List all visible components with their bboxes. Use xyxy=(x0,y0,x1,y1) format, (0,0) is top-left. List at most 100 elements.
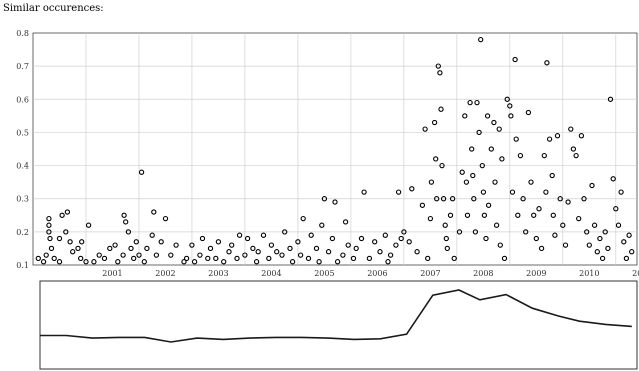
scatter-point xyxy=(504,96,510,102)
scatter-point xyxy=(377,249,383,255)
scatter-point xyxy=(308,232,314,238)
scatter-point xyxy=(64,209,71,215)
scatter-point xyxy=(350,255,357,262)
scatter-point xyxy=(578,133,585,139)
scatter-point xyxy=(133,239,139,245)
scatter-point xyxy=(199,235,206,242)
scatter-point xyxy=(618,189,624,195)
scatter-point xyxy=(189,242,195,248)
scatter-point xyxy=(361,189,367,195)
overview-line-chart xyxy=(39,280,638,370)
scatter-point xyxy=(131,255,137,262)
scatter-plot-area xyxy=(32,32,638,266)
scatter-point xyxy=(409,186,415,192)
y-tick-label: 0.7 xyxy=(16,62,29,71)
scatter-point xyxy=(463,179,470,185)
scatter-point xyxy=(447,212,454,218)
scatter-point xyxy=(340,252,346,258)
scatter-point xyxy=(366,255,373,262)
scatter-point xyxy=(615,222,622,228)
y-tick-label: 0.8 xyxy=(16,29,29,38)
scatter-point xyxy=(459,169,465,175)
y-tick-label: 0.5 xyxy=(16,128,29,137)
scatter-point xyxy=(173,242,179,248)
scatter-point xyxy=(560,222,566,228)
scatter-point xyxy=(289,259,296,265)
x-tick-label: 2006 xyxy=(367,269,387,278)
scatter-point xyxy=(472,229,479,235)
scatter-point xyxy=(414,249,420,255)
scatter-point xyxy=(85,222,92,228)
scatter-point xyxy=(56,235,63,242)
scatter-point xyxy=(419,202,426,208)
scatter-point xyxy=(586,242,592,248)
overview-trend-line xyxy=(40,289,632,343)
scatter-point xyxy=(497,242,503,248)
scatter-point xyxy=(67,239,73,245)
scatter-point xyxy=(279,252,285,258)
scatter-point xyxy=(59,212,65,218)
scatter-point xyxy=(393,242,399,248)
scatter-point xyxy=(120,252,126,258)
scatter-point xyxy=(221,259,227,265)
scatter-point xyxy=(282,229,288,235)
scatter-point xyxy=(462,113,468,119)
scatter-point xyxy=(610,176,616,182)
scatter-point xyxy=(215,239,222,245)
x-tick-label: 2003 xyxy=(208,269,228,278)
scatter-point xyxy=(342,219,349,225)
scatter-point xyxy=(229,242,235,248)
scatter-point xyxy=(406,239,412,245)
scatter-point xyxy=(168,252,174,258)
scatter-point xyxy=(244,235,251,242)
scatter-point xyxy=(520,196,526,202)
scatter-point xyxy=(358,235,365,242)
scatter-point xyxy=(107,245,113,252)
scatter-point xyxy=(528,179,534,185)
scatter-point xyxy=(297,252,304,258)
scatter-point xyxy=(387,252,394,258)
scatter-points xyxy=(35,36,635,265)
scatter-point xyxy=(605,245,611,252)
y-tick-label: 0.2 xyxy=(16,228,29,237)
scatter-point xyxy=(385,259,391,265)
scatter-point xyxy=(626,232,632,238)
x-tick-label: 2004 xyxy=(261,269,281,278)
scatter-point xyxy=(437,70,443,76)
scatter-point xyxy=(438,106,444,112)
scatter-point xyxy=(488,146,494,152)
scatter-point xyxy=(440,196,447,202)
scatter-point xyxy=(474,99,480,106)
scatter-point xyxy=(51,255,57,262)
x-tick-label: 2001 xyxy=(102,269,122,278)
scatter-point xyxy=(469,146,475,152)
y-tick-label: 0.3 xyxy=(16,195,29,204)
scatter-point xyxy=(470,172,476,179)
scatter-point xyxy=(449,196,456,202)
scatter-point xyxy=(483,235,489,242)
scatter-point xyxy=(295,239,301,245)
scatter-point xyxy=(236,232,243,238)
scatter-point xyxy=(144,245,150,252)
scatter-point xyxy=(300,215,306,222)
scatter-point xyxy=(313,245,320,252)
x-tick-label: 2008 xyxy=(473,269,493,278)
scatter-point xyxy=(451,255,457,262)
scatter-point xyxy=(607,96,614,102)
scatter-point xyxy=(274,249,280,255)
scatter-point xyxy=(613,206,619,212)
x-tick-label: 2005 xyxy=(314,269,334,278)
scatter-point xyxy=(125,229,132,235)
scatter-point xyxy=(501,255,508,262)
scatter-point xyxy=(75,245,81,252)
scatter-point xyxy=(576,215,582,222)
scatter-point xyxy=(345,242,351,248)
scatter-point xyxy=(499,156,505,162)
scatter-point xyxy=(476,129,482,136)
scatter-point xyxy=(266,255,272,262)
scatter-point xyxy=(321,196,328,202)
scatter-point xyxy=(471,196,477,202)
scatter-point xyxy=(149,232,155,238)
scatter-point xyxy=(242,252,248,258)
scatter-point xyxy=(46,222,52,228)
